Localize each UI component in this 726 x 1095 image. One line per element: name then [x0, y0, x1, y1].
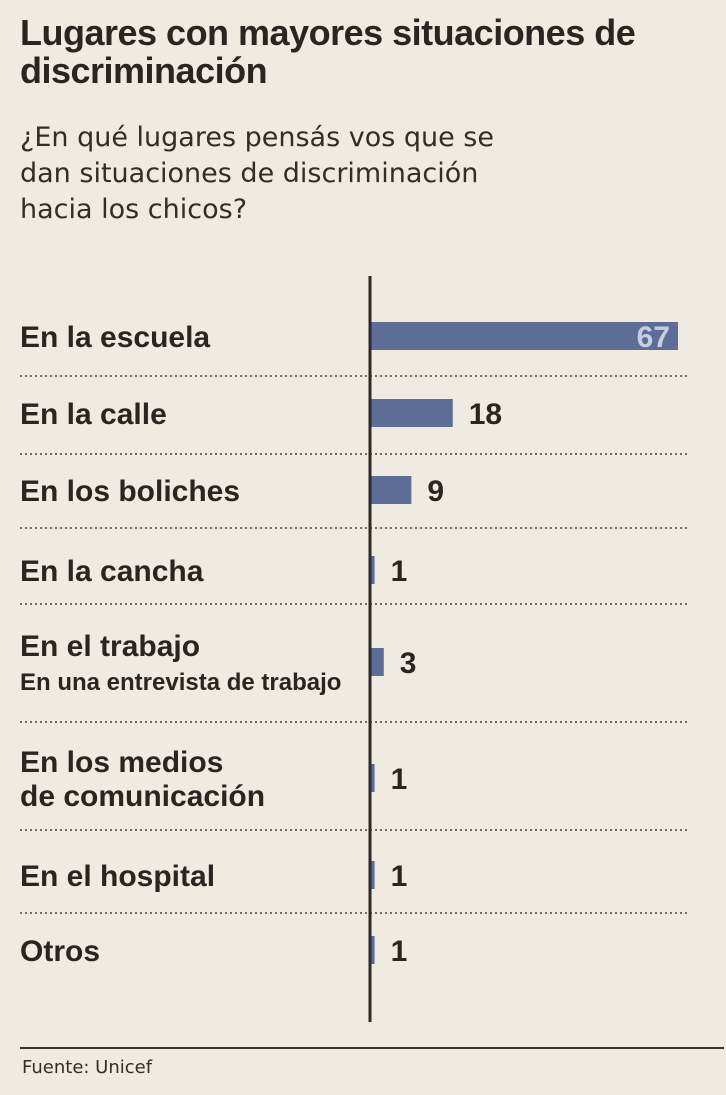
bar: [370, 648, 384, 676]
category-label: En los medios: [20, 746, 223, 779]
bar: [370, 399, 453, 427]
bar: [370, 936, 375, 964]
category-label: En la escuela: [20, 321, 210, 354]
value-label: 1: [391, 935, 408, 968]
category-label: En la cancha: [20, 555, 204, 588]
value-label: 1: [391, 555, 408, 588]
bar: [370, 476, 412, 504]
source-note: Fuente: Unicef: [22, 1057, 153, 1078]
chart-title: Lugares con mayores situaciones de discr…: [20, 12, 636, 91]
category-label: En los boliches: [20, 475, 240, 508]
bar-chart: En la escuela 67 En la calle 18 En los bolic…: [20, 276, 690, 1022]
chart-subtitle: ¿En qué lugares pensás vos que se dan si…: [20, 122, 494, 225]
value-label: 67: [637, 321, 670, 354]
source-divider: [20, 1047, 724, 1049]
value-label: 1: [391, 860, 408, 893]
value-label: 3: [400, 647, 417, 680]
bar: [370, 556, 375, 584]
value-label: 1: [391, 763, 408, 796]
category-label-line2: En una entrevista de trabajo: [20, 669, 341, 696]
category-label: En la calle: [20, 398, 167, 431]
category-label: Otros: [20, 935, 100, 968]
value-label: 9: [427, 475, 444, 508]
value-label: 18: [469, 398, 502, 431]
bar: [370, 764, 375, 792]
category-label: En el hospital: [20, 860, 215, 893]
bar: [370, 861, 375, 889]
bar: [370, 322, 678, 350]
category-label-line2: de comunicación: [20, 780, 265, 813]
category-label: En el trabajo: [20, 630, 200, 663]
